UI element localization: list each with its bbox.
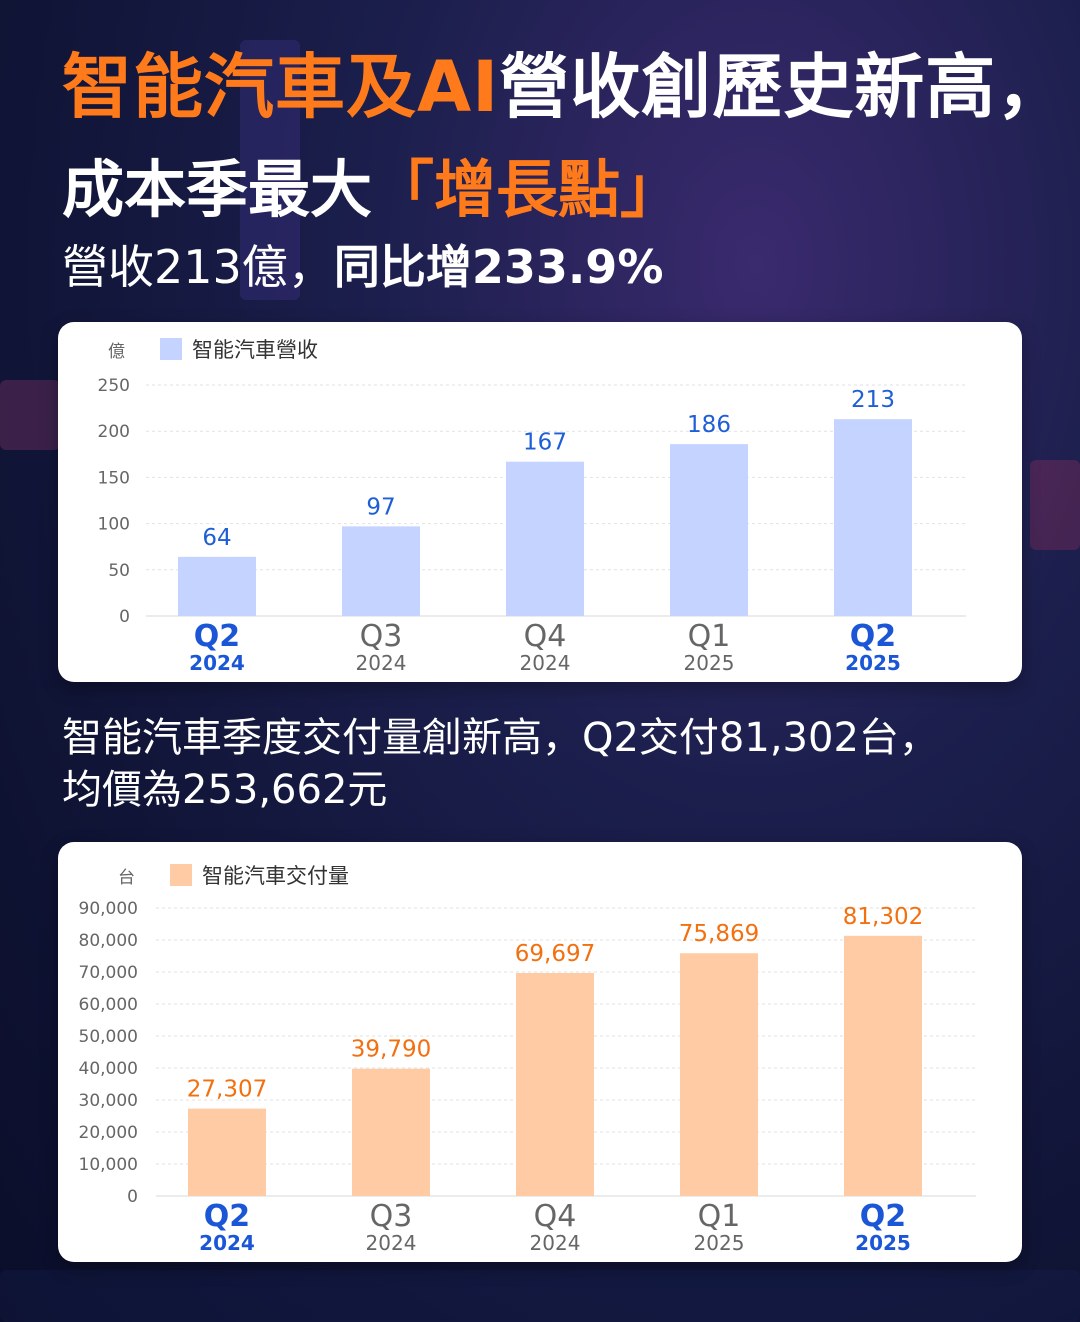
delivery-bar [680, 953, 758, 1196]
delivery-value-label: 27,307 [187, 1077, 267, 1103]
delivery-bar [516, 972, 594, 1196]
revenue-x-year-label: 2024 [356, 651, 407, 675]
revenue-x-tick-label: Q2 [850, 619, 896, 654]
delivery-chart-card: 台 智能汽車交付量 0 10,000 20,000 30,000 40,000 50,00… [58, 842, 1022, 1262]
revenue-x-tick-label: Q2 [194, 619, 240, 654]
revenue-value-label: 186 [687, 412, 731, 438]
headline-line-1: 智能汽車及AI營收創歷史新高， [62, 42, 1067, 132]
revenue-y-tick-label: 250 [98, 376, 130, 396]
headline-text: 營收創歷史新高， [499, 46, 1068, 128]
revenue-y-tick-label: 100 [98, 515, 130, 535]
revenue-legend-swatch [160, 338, 182, 360]
revenue-x-year-label: 2025 [684, 651, 735, 675]
delivery-value-label: 39,790 [351, 1037, 431, 1063]
delivery-bar-chart: 0 10,000 20,000 30,000 40,000 50,000 60,000 70,… [79, 899, 976, 1255]
delivery-x-tick-label: Q1 [698, 1199, 741, 1234]
delivery-legend: 智能汽車交付量 [170, 860, 349, 890]
revenue-bar [834, 419, 912, 616]
revenue-value-label: 97 [366, 494, 395, 520]
delivery-y-tick-label: 10,000 [79, 1155, 138, 1175]
headline-line-2: 成本季最大「增長點」 [62, 148, 682, 232]
delivery-y-tick-label: 70,000 [79, 963, 138, 983]
headline-accent: 「增長點」 [372, 153, 683, 226]
delivery-x-tick-label: Q2 [204, 1199, 250, 1234]
delivery-x-year-label: 2025 [855, 1231, 911, 1255]
revenue-x-tick-label: Q1 [688, 619, 731, 654]
delivery-y-tick-label: 80,000 [79, 931, 138, 951]
revenue-x-tick-label: Q3 [360, 619, 403, 654]
revenue-x-year-label: 2025 [845, 651, 901, 675]
delivery-y-tick-label: 90,000 [79, 899, 138, 919]
delivery-unit-label: 台 [118, 868, 135, 888]
revenue-y-tick-label: 200 [98, 422, 130, 442]
delivery-value-label: 75,869 [679, 921, 759, 947]
delivery-x-year-label: 2024 [366, 1231, 417, 1255]
revenue-y-tick-label: 0 [119, 607, 130, 627]
revenue-bar-chart: 05010015020025064Q2202497Q32024167Q42024… [98, 376, 966, 675]
delivery-legend-label: 智能汽車交付量 [202, 864, 349, 888]
delivery-x-year-label: 2024 [199, 1231, 255, 1255]
delivery-x-tick-label: Q2 [860, 1199, 906, 1234]
headline-accent: 智能汽車及AI [62, 46, 500, 128]
revenue-value-label: 64 [202, 525, 231, 551]
revenue-summary: 營收213億， [62, 240, 334, 294]
revenue-bar [670, 444, 748, 616]
delivery-y-tick-label: 30,000 [79, 1091, 138, 1111]
delivery-bar [352, 1068, 430, 1196]
growth-summary: 同比增233.9% [333, 240, 664, 294]
headline-line-3: 營收213億，同比增233.9% [62, 236, 663, 298]
delivery-y-tick-label: 20,000 [79, 1123, 138, 1143]
revenue-value-label: 213 [851, 387, 895, 413]
delivery-y-tick-label: 0 [127, 1187, 138, 1207]
revenue-bar [178, 556, 256, 616]
revenue-x-year-label: 2024 [189, 651, 245, 675]
revenue-legend-label: 智能汽車營收 [192, 338, 318, 362]
delivery-bar [188, 1108, 266, 1196]
revenue-chart-card: 億 智能汽車營收 0 50 100 150 200 250 64 Q2 2024 97 Q3 2024… [58, 322, 1022, 682]
delivery-y-tick-label: 60,000 [79, 995, 138, 1015]
delivery-x-year-label: 2024 [530, 1231, 581, 1255]
revenue-bar [506, 461, 584, 616]
delivery-value-label: 69,697 [515, 941, 595, 967]
delivery-x-tick-label: Q4 [534, 1199, 577, 1234]
revenue-value-label: 167 [523, 430, 567, 456]
delivery-x-tick-label: Q3 [370, 1199, 413, 1234]
delivery-y-tick-label: 40,000 [79, 1059, 138, 1079]
headline-text: 成本季最大 [62, 153, 373, 226]
revenue-x-year-label: 2024 [520, 651, 571, 675]
delivery-legend-swatch [170, 864, 192, 886]
revenue-y-tick-label: 50 [108, 561, 130, 581]
delivery-y-tick-label: 50,000 [79, 1027, 138, 1047]
delivery-subtitle-line-1: 智能汽車季度交付量創新高，Q2交付81,302台， [62, 715, 939, 761]
delivery-subtitle-line-2: 均價為253,662元 [62, 767, 388, 813]
revenue-legend: 智能汽車營收 [160, 334, 318, 364]
revenue-bar [342, 526, 420, 616]
revenue-unit-label: 億 [108, 342, 125, 362]
delivery-x-year-label: 2025 [694, 1231, 745, 1255]
revenue-y-tick-label: 150 [98, 468, 130, 488]
delivery-value-label: 81,302 [843, 904, 923, 930]
revenue-x-tick-label: Q4 [524, 619, 567, 654]
delivery-bar [844, 935, 922, 1196]
